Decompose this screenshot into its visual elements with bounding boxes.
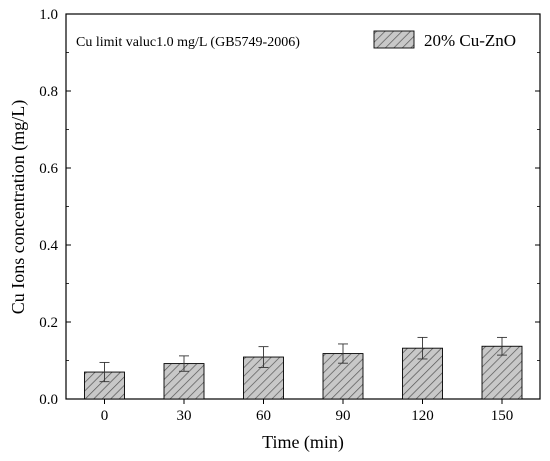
x-tick-label: 0	[101, 408, 109, 424]
y-tick-label: 0.6	[39, 161, 58, 177]
x-tick-label: 60	[256, 408, 271, 424]
x-tick-label: 90	[336, 408, 351, 424]
y-axis: 0.0 0.2 0.4 0.6 0.8 1.0	[39, 7, 540, 408]
bar	[322, 353, 364, 400]
y-axis-title: Cu Ions concentration (mg/L)	[8, 100, 29, 314]
y-tick-label: 0.8	[39, 84, 58, 100]
y-tick-label: 0.4	[39, 238, 58, 254]
legend-swatch	[373, 30, 415, 49]
x-axis-title: Time (min)	[262, 432, 344, 453]
plot-area-frame	[65, 13, 541, 400]
x-tick-label: 30	[177, 408, 192, 424]
bars-layer	[84, 345, 523, 400]
y-tick-label: 0.2	[39, 315, 58, 331]
legend-label: 20% Cu-ZnO	[424, 31, 516, 50]
legend: 20% Cu-ZnO	[373, 30, 516, 50]
x-tick-label: 120	[411, 408, 434, 424]
y-tick-label: 0.0	[39, 392, 58, 408]
y-tick-label: 1.0	[39, 7, 58, 23]
limit-annotation: Cu limit valuc1.0 mg/L (GB5749-2006)	[76, 35, 300, 50]
x-axis: 0 30 60 90 120 150	[101, 399, 514, 424]
x-tick-label: 150	[491, 408, 514, 424]
error-bars-layer	[99, 336, 507, 383]
